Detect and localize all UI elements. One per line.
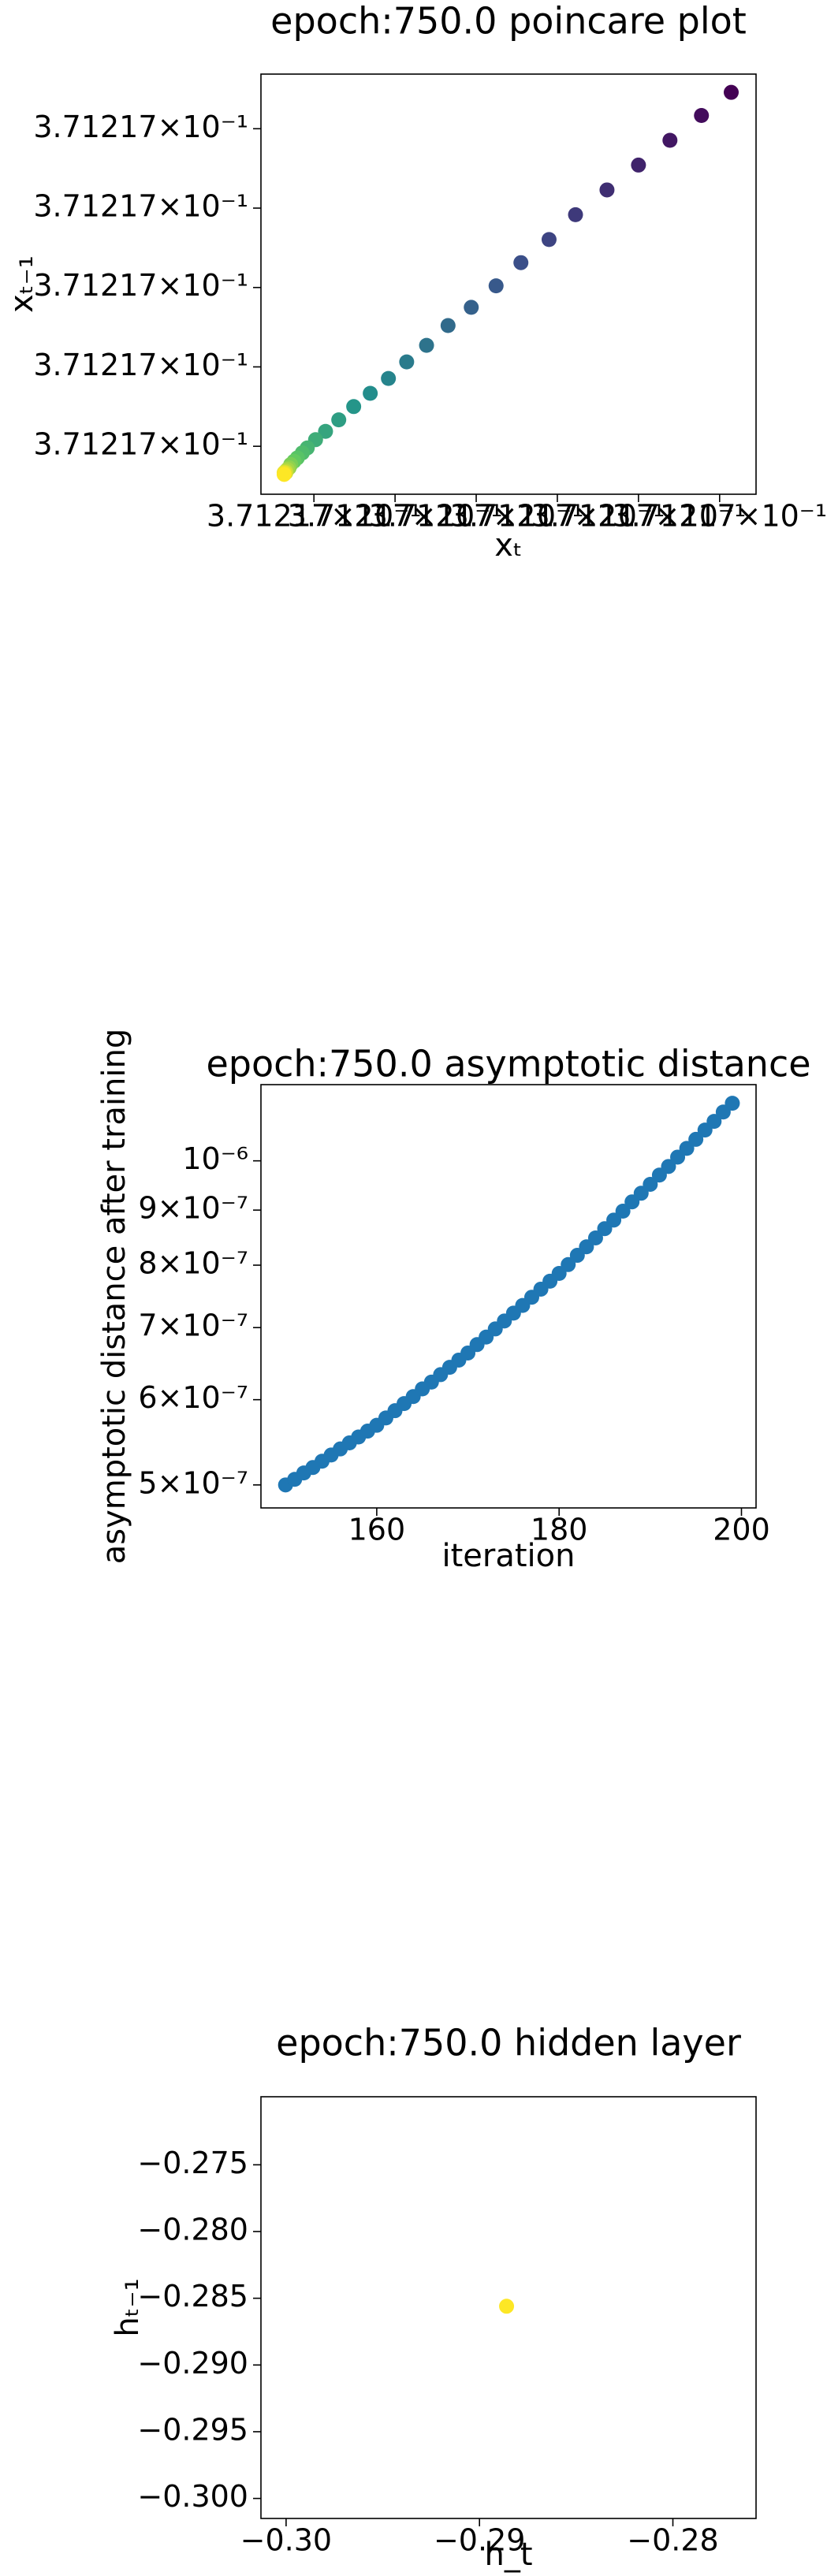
data-point (615, 1203, 631, 1219)
data-point (661, 1159, 676, 1174)
data-point (643, 1176, 658, 1192)
data-point (346, 399, 362, 415)
y-tick-label: 3.71217×10⁻¹ (33, 427, 248, 462)
x-tick-label: 3.71217×10⁻¹ (531, 499, 747, 534)
y-tick-label: 5×10⁻⁷ (138, 1465, 248, 1500)
data-point (399, 354, 415, 370)
x-tick-label: 3.71217×10⁻¹ (369, 499, 584, 534)
x-tick-label: 200 (713, 1513, 770, 1547)
y-tick-label: 7×10⁻⁷ (138, 1308, 248, 1343)
data-point (464, 300, 479, 315)
x-tick-label: −0.28 (627, 2523, 718, 2558)
data-point (440, 318, 456, 333)
y-tick-label: 3.71217×10⁻¹ (33, 110, 248, 144)
y-tick-label: −0.280 (137, 2212, 248, 2247)
chart-title: epoch:750.0 hidden layer (276, 2022, 741, 2064)
y-tick-label: 8×10⁻⁷ (138, 1246, 248, 1281)
y-tick-label: −0.275 (137, 2146, 248, 2180)
y-tick-label: 9×10⁻⁷ (138, 1191, 248, 1226)
data-point (662, 132, 678, 148)
data-point (318, 423, 333, 439)
x-tick-label: 3.71217×10⁻¹ (612, 499, 827, 534)
x-tick-label: 3.71217×10⁻¹ (288, 499, 503, 534)
axes-frame (260, 73, 757, 495)
y-tick-label: 10⁻⁶ (182, 1141, 248, 1176)
y-axis-label: asymptotic distance after training (96, 1029, 132, 1565)
axes-frame (260, 1084, 757, 1509)
x-tick-label: 3.71217×10⁻¹ (207, 499, 422, 534)
data-point (631, 157, 646, 173)
data-point (513, 255, 529, 270)
x-tick-label: 3.71217×10⁻¹ (450, 499, 665, 534)
x-axis-label: xₜ (494, 527, 522, 564)
data-point (694, 107, 710, 123)
y-tick-label: 6×10⁻⁷ (138, 1380, 248, 1415)
x-axis-label: h_t (484, 2537, 532, 2573)
data-point (725, 1096, 740, 1111)
x-tick-label: −0.29 (434, 2523, 525, 2558)
y-tick-label: −0.300 (137, 2479, 248, 2514)
x-axis-label: iteration (442, 1538, 576, 1574)
y-tick-label: 3.71217×10⁻¹ (33, 348, 248, 382)
x-tick-label: −0.30 (240, 2523, 332, 2558)
data-point (488, 278, 504, 294)
data-point (706, 1114, 722, 1130)
data-point (568, 207, 583, 222)
chart-title: epoch:750.0 poincare plot (270, 0, 747, 43)
y-tick-label: 3.71217×10⁻¹ (33, 268, 248, 303)
data-point (724, 84, 739, 100)
y-axis-label: xₜ₋₁ (4, 255, 40, 313)
y-tick-label: 3.71217×10⁻¹ (33, 189, 248, 224)
data-point (599, 182, 615, 198)
y-tick-label: −0.295 (137, 2412, 248, 2447)
data-point (419, 337, 434, 353)
y-axis-label: hₜ₋₁ (110, 2278, 146, 2336)
data-point (381, 370, 397, 386)
data-point (541, 232, 557, 248)
y-tick-label: −0.290 (137, 2346, 248, 2381)
data-point (363, 385, 378, 401)
axes-frame (260, 2096, 757, 2519)
data-point (688, 1131, 704, 1147)
data-point (276, 467, 292, 482)
y-tick-label: −0.285 (137, 2279, 248, 2314)
x-tick-label: 180 (531, 1513, 588, 1547)
data-point (499, 2299, 515, 2314)
data-point (331, 412, 347, 428)
data-point (561, 1256, 576, 1272)
data-point (587, 1230, 603, 1245)
chart-title: epoch:750.0 asymptotic distance (206, 1043, 810, 1085)
data-point (679, 1141, 695, 1156)
x-tick-label: 160 (348, 1513, 406, 1547)
